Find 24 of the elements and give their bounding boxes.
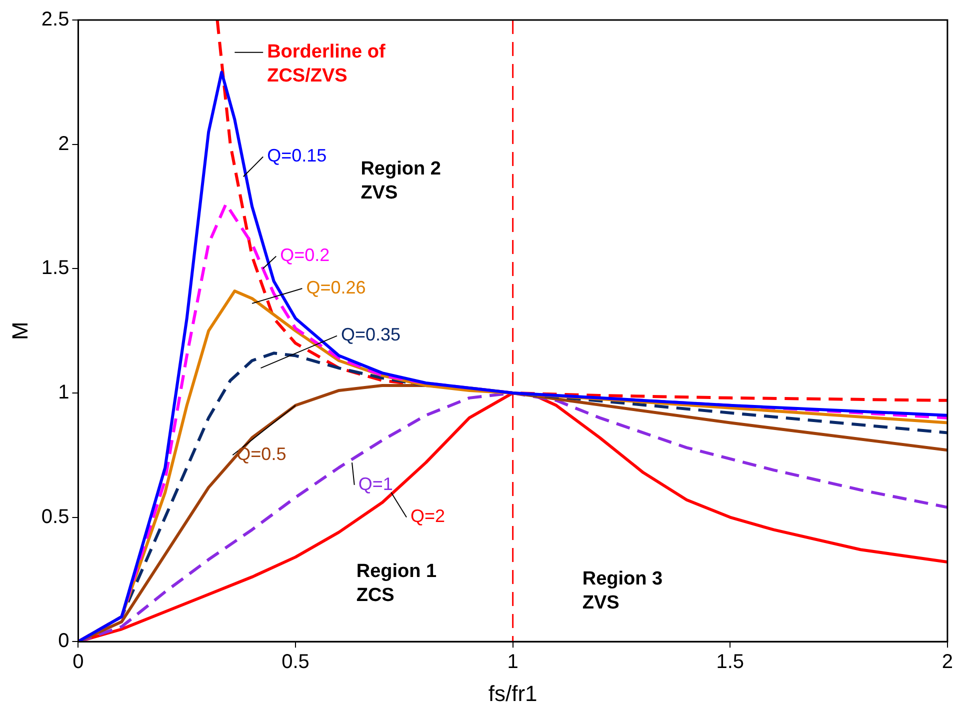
series-label: Q=0.26 [306,278,366,298]
annotation: Region 2 ZVS [360,158,441,204]
x-tick-label: 1.5 [716,651,744,674]
line-series [216,20,948,402]
y-tick-label: 0 [58,630,70,652]
y-tick-label: 2 [58,132,70,155]
y-tick-label: 1.5 [41,257,70,280]
series-label: Q=1 [358,474,393,494]
y-tick-label: 2.5 [41,8,70,31]
y-axis-title: M [7,322,32,340]
series-label: Q=2 [410,506,446,526]
y-tick-label: 0.5 [41,506,70,528]
x-tick-label: 1 [507,651,518,674]
annotation: Region 1 ZCS [356,561,438,606]
x-tick-label: 0.5 [282,651,310,674]
x-tick-label: 0 [72,651,84,674]
x-axis-title: fs/fr1 [488,680,538,706]
x-tick-label: 2 [942,651,953,674]
series-label: Q=0.2 [280,245,330,266]
series-label: Q=0.35 [340,324,401,345]
y-tick-label: 1 [58,381,70,404]
text: Borderline of ZCS/ZVS [267,42,386,87]
annotation: Region 3 ZVS [582,568,663,614]
series-label: Q=0.15 [267,146,327,166]
